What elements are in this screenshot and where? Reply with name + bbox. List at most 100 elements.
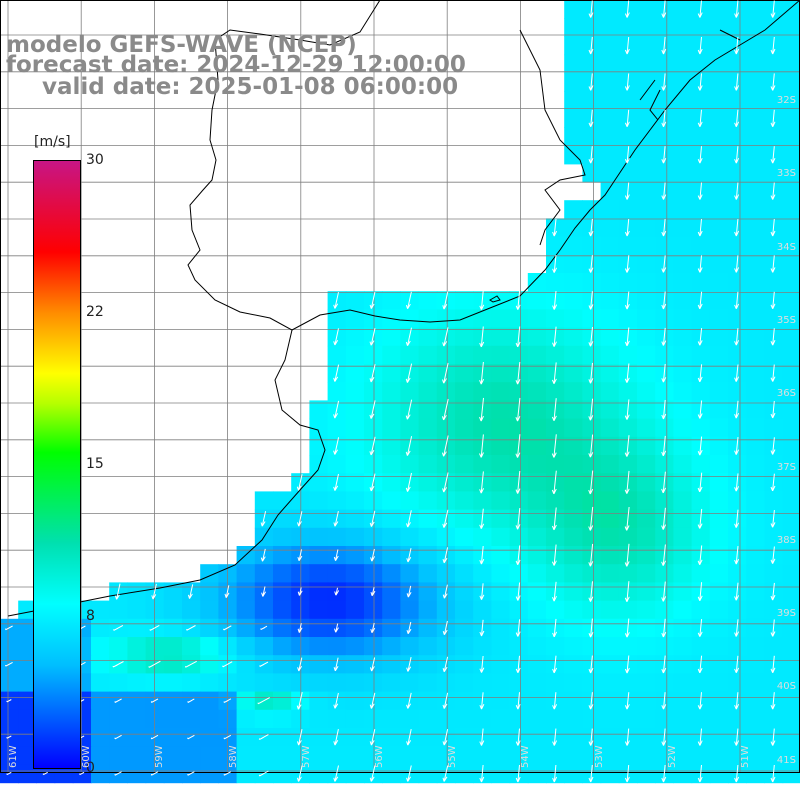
wind-speed-cell <box>709 382 729 401</box>
wind-speed-cell <box>709 655 729 674</box>
wind-vector <box>697 400 703 419</box>
wind-speed-cell <box>546 309 565 329</box>
wind-speed-cell <box>509 709 529 729</box>
wind-speed-cell <box>273 509 292 529</box>
wind-speed-cell <box>782 382 800 401</box>
wind-speed-cell <box>600 200 620 219</box>
wind-speed-cell <box>618 527 638 547</box>
wind-speed-cell <box>455 764 474 784</box>
wind-vector <box>734 764 740 783</box>
wind-speed-cell <box>746 564 765 583</box>
wind-speed-cell <box>600 109 620 128</box>
wind-speed-cell <box>709 618 729 638</box>
wind-speed-cell <box>782 637 800 656</box>
wind-vector <box>661 218 667 237</box>
wind-vector <box>588 728 594 746</box>
wind-speed-cell <box>782 509 800 529</box>
wind-speed-cell <box>345 728 365 747</box>
longitude-label: 54W <box>520 745 532 768</box>
wind-speed-cell <box>345 309 365 329</box>
wind-speed-cell <box>673 637 693 656</box>
wind-vector <box>624 363 630 383</box>
wind-speed-cell <box>564 36 583 56</box>
wind-speed-cell <box>782 746 800 765</box>
wind-vector <box>479 326 485 348</box>
wind-speed-cell <box>418 618 438 638</box>
wind-speed-cell <box>564 364 583 383</box>
wind-vector <box>369 692 376 709</box>
wind-vector <box>552 655 558 674</box>
wind-vector <box>734 328 740 346</box>
wind-speed-cell <box>418 673 438 693</box>
wind-vector <box>442 765 449 782</box>
wind-speed-cell <box>345 637 365 656</box>
wind-speed-cell <box>327 600 347 620</box>
wind-speed-cell <box>746 291 765 310</box>
wind-speed-cell <box>764 127 784 147</box>
wind-speed-cell <box>418 473 438 492</box>
wind-speed-cell <box>709 746 729 765</box>
wind-vector <box>441 398 449 421</box>
wind-speed-cell <box>582 455 602 474</box>
wind-speed-cell <box>182 673 201 693</box>
wind-speed-cell <box>673 18 693 37</box>
wind-speed-cell <box>691 673 711 693</box>
wind-speed-cell <box>691 600 711 620</box>
wind-vector <box>697 36 703 55</box>
wind-speed-cell <box>236 691 256 711</box>
wind-speed-cell <box>564 200 583 219</box>
wind-speed-cell <box>746 491 765 511</box>
wind-speed-cell <box>637 436 656 456</box>
wind-speed-cell <box>345 455 365 474</box>
wind-speed-cell <box>709 400 729 420</box>
wind-vector <box>515 361 521 385</box>
wind-speed-cell <box>491 728 511 747</box>
wind-vector <box>6 735 12 739</box>
wind-speed-cell <box>200 655 219 674</box>
wind-speed-cell <box>127 637 147 656</box>
wind-speed-cell <box>455 564 474 583</box>
wind-speed-cell <box>400 491 420 511</box>
wind-vector <box>114 583 121 600</box>
wind-speed-cell <box>782 254 800 274</box>
wind-speed-cell <box>163 764 183 784</box>
wind-speed-cell <box>127 764 147 784</box>
wind-speed-cell <box>564 618 583 638</box>
wind-speed-cell <box>327 455 347 474</box>
wind-speed-cell <box>564 637 583 656</box>
wind-speed-cell <box>546 382 565 401</box>
wind-speed-cell <box>728 673 747 693</box>
wind-vector <box>770 0 776 18</box>
wind-speed-cell <box>600 345 620 365</box>
wind-speed-cell <box>273 691 292 711</box>
wind-speed-cell <box>364 673 383 693</box>
wind-speed-cell <box>418 345 438 365</box>
wind-speed-cell <box>600 473 620 492</box>
wind-speed-cell <box>728 127 747 147</box>
wind-speed-cell <box>491 473 511 492</box>
wind-speed-cell <box>546 491 565 511</box>
wind-speed-cell <box>764 236 784 256</box>
wind-vector <box>697 291 703 310</box>
wind-speed-cell <box>236 582 256 602</box>
wind-speed-cell <box>273 655 292 674</box>
wind-speed-cell <box>109 709 128 729</box>
wind-speed-cell <box>764 709 784 729</box>
wind-speed-cell <box>18 637 37 656</box>
wind-speed-cell <box>746 436 765 456</box>
wind-speed-cell <box>236 709 256 729</box>
wind-speed-cell <box>709 200 729 219</box>
wind-speed-cell <box>145 709 165 729</box>
wind-speed-cell <box>764 564 784 583</box>
wind-speed-cell <box>637 254 656 274</box>
wind-speed-cell <box>564 655 583 674</box>
wind-speed-cell <box>709 163 729 183</box>
wind-speed-cell <box>564 546 583 565</box>
wind-speed-cell <box>600 582 620 602</box>
wind-vector <box>258 734 269 741</box>
wind-speed-cell <box>527 564 547 583</box>
wind-speed-cell <box>527 546 547 565</box>
wind-speed-cell <box>309 509 329 529</box>
wind-vector <box>406 510 412 528</box>
wind-speed-cell <box>309 455 329 474</box>
